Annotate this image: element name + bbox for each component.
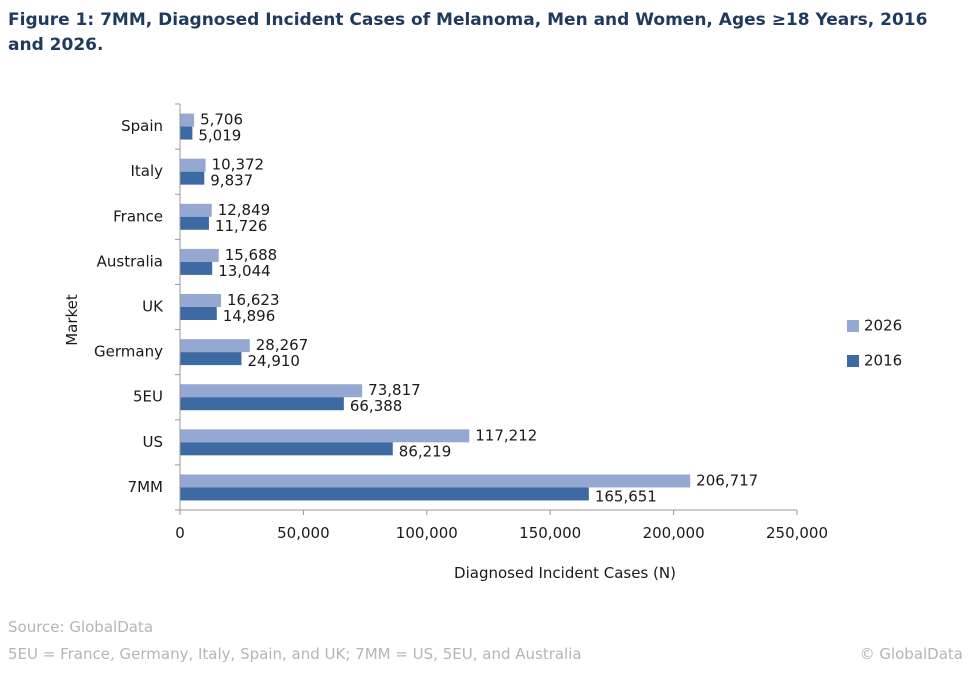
- data-label-2016-5eu: 66,388: [350, 397, 403, 415]
- y-tick-label-uk: UK: [142, 298, 164, 316]
- data-label-2016-australia: 13,044: [218, 262, 271, 280]
- data-label-2016-uk: 14,896: [223, 307, 275, 325]
- data-label-2026-germany: 28,267: [256, 336, 308, 354]
- x-tick-label: 150,000: [519, 524, 581, 542]
- bar-2016-germany: [180, 352, 242, 366]
- bar-2026-germany: [180, 339, 250, 353]
- bar-2026-australia: [180, 248, 219, 262]
- data-label-2016-france: 11,726: [215, 217, 267, 235]
- bar-2016-us: [180, 442, 393, 456]
- x-tick-label: 250,000: [766, 524, 828, 542]
- data-label-2016-germany: 24,910: [247, 352, 300, 370]
- data-label-2026-uk: 16,623: [227, 291, 280, 309]
- y-tick-label-spain: Spain: [121, 117, 163, 135]
- y-tick-label-7mm: 7MM: [128, 478, 163, 496]
- x-tick-label: 0: [175, 524, 185, 542]
- y-tick-label-us: US: [142, 433, 163, 451]
- data-label-2016-us: 86,219: [399, 442, 452, 460]
- bar-2026-5eu: [180, 384, 363, 398]
- bar-2016-spain: [180, 126, 193, 140]
- bar-2016-france: [180, 216, 209, 230]
- bar-2026-spain: [180, 113, 195, 127]
- data-label-2026-france: 12,849: [218, 201, 271, 219]
- chart-title: Figure 1: 7MM, Diagnosed Incident Cases …: [8, 10, 928, 55]
- y-tick-label-5eu: 5EU: [133, 388, 163, 406]
- legend-label-2016: 2016: [864, 352, 902, 370]
- y-axis-title: Market: [63, 294, 81, 346]
- source-note: Source: GlobalData: [8, 618, 154, 636]
- data-label-2016-italy: 9,837: [210, 172, 253, 190]
- y-tick-label-australia: Australia: [97, 252, 163, 270]
- data-label-2026-italy: 10,372: [212, 156, 264, 174]
- legend-label-2026: 2026: [864, 317, 902, 335]
- bar-2026-italy: [180, 158, 206, 172]
- bar-2026-us: [180, 429, 470, 443]
- bar-2016-australia: [180, 261, 213, 275]
- bar-2016-7mm: [180, 487, 589, 501]
- bar-2016-italy: [180, 171, 205, 185]
- bar-2016-5eu: [180, 397, 344, 411]
- footnote: 5EU = France, Germany, Italy, Spain, and…: [8, 645, 582, 663]
- data-label-2026-us: 117,212: [475, 426, 537, 444]
- data-label-2016-7mm: 165,651: [595, 487, 657, 505]
- data-label-2026-7mm: 206,717: [696, 471, 758, 489]
- bar-2026-uk: [180, 294, 222, 307]
- y-tick-label-italy: Italy: [130, 162, 163, 180]
- legend-swatch-2016: [847, 355, 859, 367]
- y-tick-label-france: France: [113, 207, 163, 225]
- x-tick-label: 100,000: [396, 524, 458, 542]
- x-axis-title: Diagnosed Incident Cases (N): [454, 564, 676, 582]
- x-tick-label: 50,000: [277, 524, 330, 542]
- bar-2026-7mm: [180, 474, 691, 488]
- data-label-2026-australia: 15,688: [225, 246, 278, 264]
- copyright-note: © GlobalData: [859, 645, 963, 663]
- y-tick-label-germany: Germany: [94, 343, 163, 361]
- data-label-2026-5eu: 73,817: [368, 381, 421, 399]
- x-tick-label: 200,000: [643, 524, 705, 542]
- bar-2026-france: [180, 203, 212, 217]
- legend-swatch-2026: [847, 320, 859, 332]
- data-label-2016-spain: 5,019: [198, 127, 241, 145]
- data-label-2026-spain: 5,706: [200, 111, 243, 129]
- bar-2016-uk: [180, 307, 217, 320]
